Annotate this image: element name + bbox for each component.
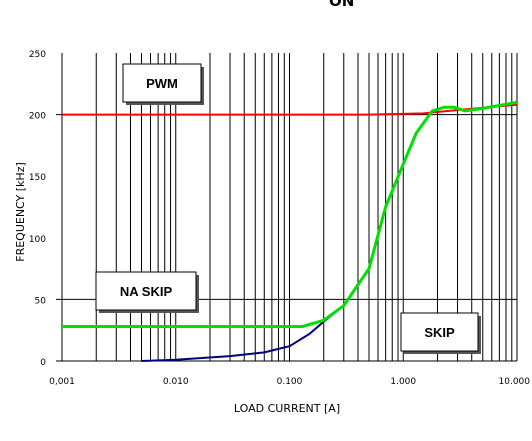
dark-series-line xyxy=(141,304,345,362)
x-tick-label: 0,001 xyxy=(49,377,75,387)
na-skip-annotation: NA SKIP xyxy=(120,284,173,299)
y-tick-label: 100 xyxy=(29,235,46,245)
pwm-annotation: PWM xyxy=(146,76,178,91)
skip-annotation-box xyxy=(400,312,479,352)
skip-annotation: SKIP xyxy=(424,325,455,340)
chart-title: ON xyxy=(329,0,354,10)
y-tick-label: 200 xyxy=(29,112,46,122)
x-tick-label: 0.010 xyxy=(163,377,189,387)
x-tick-label: 1.000 xyxy=(390,377,416,387)
skip-series-line xyxy=(62,100,518,328)
x-axis-label: LOAD CURRENT [A] xyxy=(234,402,340,415)
na-skip-annotation-box xyxy=(95,271,197,311)
y-tick-label: 0 xyxy=(40,358,46,368)
y-tick-label: 150 xyxy=(29,173,46,183)
x-tick-label: 0.100 xyxy=(277,377,303,387)
y-axis-label: FREQUENCY [kHz] xyxy=(14,162,27,262)
pwm-annotation-box xyxy=(122,63,202,103)
y-tick-label: 50 xyxy=(35,296,47,306)
x-tick-label: 10.000 xyxy=(499,377,531,387)
y-tick-label: 250 xyxy=(29,50,46,60)
